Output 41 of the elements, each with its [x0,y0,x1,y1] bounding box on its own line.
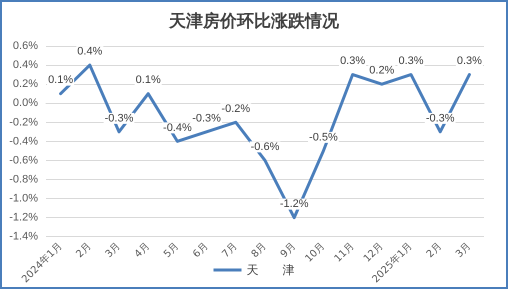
data-label: 0.3% [456,55,482,68]
y-tick-label: -0.4% [9,135,38,148]
chart-title: 天津房价环比涨跌情况 [168,12,340,32]
y-tick-label: -0.2% [9,116,38,128]
data-label: 0.3% [340,55,366,68]
y-tick-label: -0.6% [9,154,38,166]
data-label: -0.5% [309,131,338,144]
data-label: -0.4% [163,122,192,134]
y-tick-label: -1.0% [9,192,38,205]
x-tick-label: 8月 [250,240,269,260]
x-tick-label: 2月 [424,240,444,260]
x-tick-label: 11月 [332,240,356,265]
data-label: 0.1% [48,74,74,86]
x-tick-label: 9月 [278,240,298,260]
legend-label: 天 津 [246,263,294,277]
x-tick-label: 6月 [191,240,210,260]
y-tick-label: -1.4% [9,230,38,243]
data-label: 0.2% [369,64,395,77]
data-label: -0.3% [104,112,134,124]
data-label: -0.3% [426,112,455,124]
data-label: 0.3% [398,55,424,68]
data-label: -0.3% [192,112,222,124]
y-tick-label: -1.2% [9,212,38,224]
data-label: -0.6% [250,140,280,153]
y-tick-label: 0.4% [12,59,38,72]
x-tick-label: 12月 [362,240,386,265]
y-tick-label: -0.8% [9,173,38,186]
data-label: 0.4% [77,46,103,58]
x-tick-label: 7月 [220,240,240,260]
y-tick-label: 0.2% [12,78,38,90]
data-label: -0.2% [221,102,250,115]
data-label: -1.2% [280,198,309,210]
x-tick-label: 5月 [162,240,182,260]
x-tick-label: 4月 [132,240,152,260]
x-tick-label: 3月 [104,240,123,260]
y-tick-label: 0.0% [12,97,38,110]
x-tick-label: 2月 [74,240,94,260]
x-tick-label: 10月 [303,240,328,265]
x-tick-label: 3月 [454,240,474,260]
data-label: 0.1% [136,74,161,86]
y-tick-label: 0.6% [12,40,38,52]
